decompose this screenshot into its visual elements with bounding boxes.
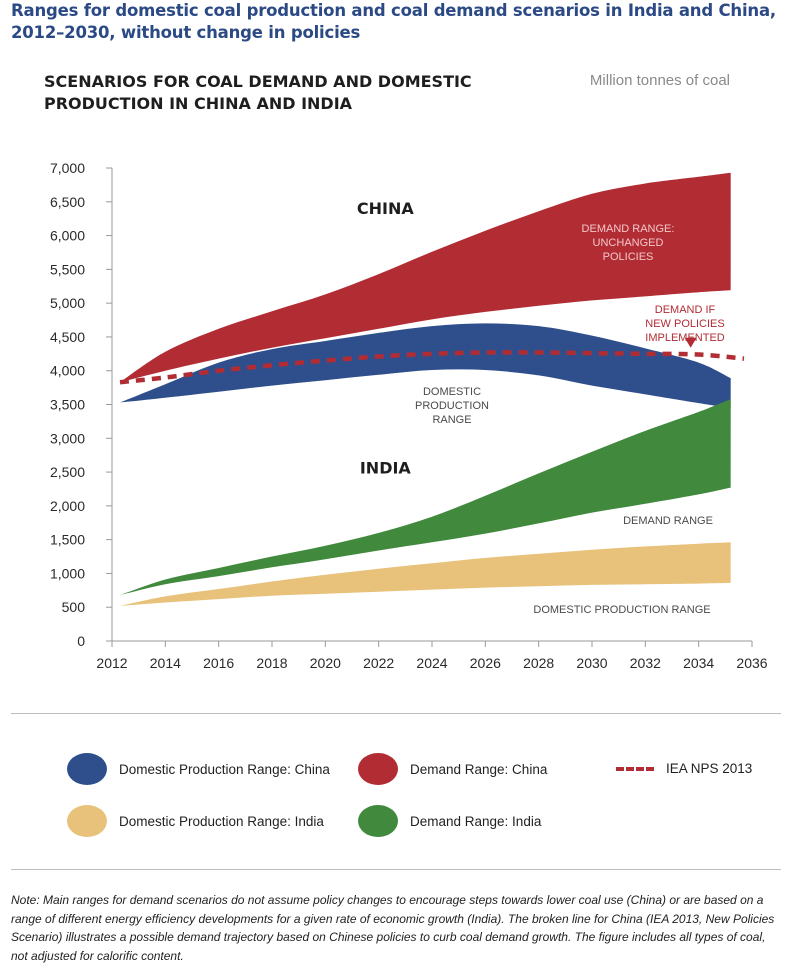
y-tick-label: 5,500	[50, 261, 85, 277]
series-annotation: PRODUCTION	[415, 400, 489, 412]
series-annotation: IMPLEMENTED	[645, 332, 725, 344]
figure-title: Ranges for domestic coal production and …	[11, 1, 776, 42]
y-tick-label: 5,000	[50, 295, 85, 311]
chart-annotations: CHINA INDIA DEMAND RANGE: UNCHANGED POLICIES…	[357, 199, 725, 616]
series-annotation: DOMESTIC	[423, 386, 481, 398]
chart-lines	[119, 337, 745, 385]
chart-title: SCENARIOS FOR COAL DEMAND AND DOMESTIC P…	[44, 72, 472, 113]
series-annotation: DEMAND IF	[655, 304, 716, 316]
x-tick-label: 2018	[256, 655, 287, 671]
legend-item-china-demand: Demand Range: China	[358, 753, 547, 785]
figure-note: Note: Main ranges for demand scenarios d…	[11, 893, 775, 963]
series-annotation: POLICIES	[603, 251, 654, 263]
legend-label: Demand Range: India	[410, 813, 542, 829]
divider-top	[11, 713, 781, 714]
y-tick-label: 6,000	[50, 228, 85, 244]
legend-label: Domestic Production Range: India	[119, 813, 324, 829]
y-tick-label: 1,000	[50, 565, 85, 581]
legend-swatch-india-production	[67, 805, 107, 837]
annotation-arrow	[684, 337, 697, 348]
legend-item-iea-nps: IEA NPS 2013	[616, 761, 752, 776]
series-annotation: DOMESTIC PRODUCTION RANGE	[533, 604, 710, 616]
area-india-production	[120, 542, 731, 606]
legend-label: Domestic Production Range: China	[119, 761, 330, 777]
x-tick-label: 2034	[683, 655, 714, 671]
region-label-india: INDIA	[360, 458, 412, 477]
legend-swatch-iea-nps	[616, 766, 654, 771]
area-china-production	[120, 323, 731, 408]
legend-label: Demand Range: China	[410, 761, 548, 777]
x-tick-label: 2012	[96, 655, 127, 671]
y-tick-label: 2,000	[50, 498, 85, 514]
series-annotation: NEW POLICIES	[645, 318, 724, 330]
x-tick-label: 2028	[523, 655, 554, 671]
legend-swatch-china-production	[67, 753, 107, 785]
x-tick-label: 2036	[736, 655, 767, 671]
series-annotation: UNCHANGED	[593, 237, 664, 249]
legend-item-china-production: Domestic Production Range: China	[67, 753, 330, 785]
series-annotation: DEMAND RANGE:	[582, 223, 675, 235]
y-tick-label: 7,000	[50, 160, 85, 176]
chart-plot: 0 500 1,000 1,500 2,000 2,500 3,000 3,500 4,000 4…	[50, 160, 768, 671]
chart-areas	[120, 172, 731, 606]
x-tick-label: 2016	[203, 655, 234, 671]
units-label: Million tonnes of coal	[589, 72, 730, 89]
y-tick-label: 4,500	[50, 329, 85, 345]
y-tick-label: 4,000	[50, 363, 85, 379]
y-tick-label: 2,500	[50, 464, 85, 480]
divider-bottom	[11, 869, 781, 870]
x-tick-label: 2020	[310, 655, 341, 671]
y-tick-label: 3,500	[50, 397, 85, 413]
y-tick-label: 0	[77, 633, 85, 649]
line-iea-nps-2013	[119, 350, 745, 385]
x-tick-label: 2024	[416, 655, 447, 671]
legend-swatch-india-demand	[358, 805, 398, 837]
y-tick-label: 3,000	[50, 430, 85, 446]
x-tick-label: 2022	[363, 655, 394, 671]
legend-item-india-demand: Demand Range: India	[358, 805, 541, 837]
area-india-demand	[120, 399, 731, 596]
x-tick-label: 2014	[150, 655, 181, 671]
y-tick-label: 500	[62, 599, 86, 615]
series-annotation: RANGE	[432, 414, 471, 426]
y-tick-label: 6,500	[50, 194, 85, 210]
legend-item-india-production: Domestic Production Range: India	[67, 805, 324, 837]
region-label-china: CHINA	[357, 199, 414, 218]
y-tick-label: 1,500	[50, 532, 85, 548]
x-tick-label: 2026	[470, 655, 501, 671]
chart-axes: 0 500 1,000 1,500 2,000 2,500 3,000 3,500 4,000 4…	[50, 160, 768, 671]
x-tick-label: 2032	[630, 655, 661, 671]
legend-label: IEA NPS 2013	[666, 761, 753, 776]
area-china-demand	[120, 172, 731, 383]
x-tick-label: 2030	[576, 655, 607, 671]
legend-swatch-china-demand	[358, 753, 398, 785]
series-annotation: DEMAND RANGE	[623, 515, 713, 527]
legend: Domestic Production Range: China Demand …	[0, 740, 794, 850]
